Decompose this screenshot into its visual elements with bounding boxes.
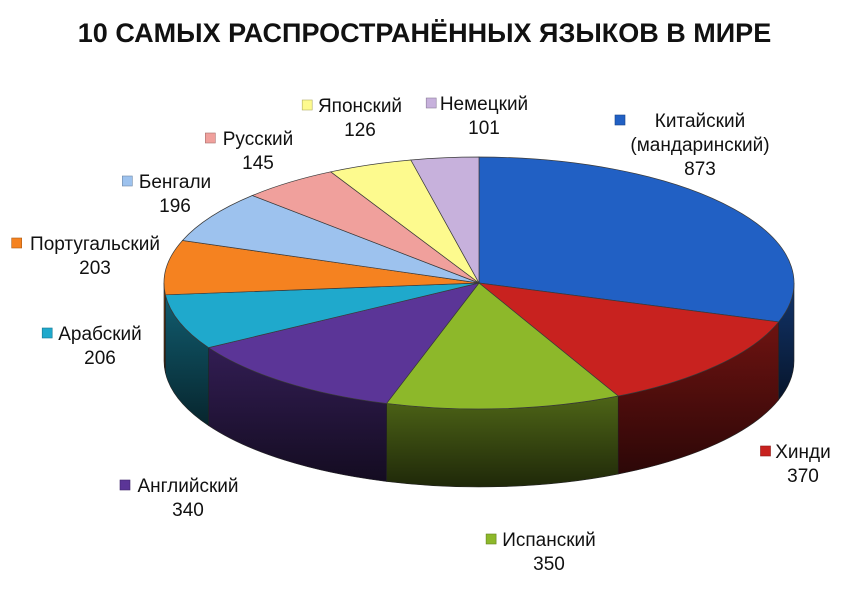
slice-value: 203: [79, 258, 111, 279]
pie-labels: Китайский (мандаринский) 873 Хинди 370 Испанс…: [11, 94, 831, 575]
legend-swatch: [614, 114, 626, 126]
slice-label-японский: Японский 126: [301, 96, 402, 141]
slice-label-португальский: Португальский 203: [11, 234, 160, 279]
legend-swatch: [425, 97, 437, 109]
slice-label-английский: Английский 340: [119, 476, 239, 521]
legend-swatch: [760, 445, 771, 457]
slice-label-бенгали: Бенгали 196: [122, 172, 211, 217]
slice-name: Бенгали: [139, 172, 211, 193]
legend-swatch: [301, 99, 313, 111]
slice-name: Китайский: [655, 111, 745, 132]
pie-slice-арабский: [164, 282, 480, 349]
pie-top: [163, 156, 795, 410]
slice-value: 340: [172, 500, 204, 521]
slice-value: 196: [159, 196, 191, 217]
slice-name: Английский: [137, 476, 238, 497]
legend-swatch: [41, 327, 53, 339]
slice-name: Португальский: [30, 234, 160, 255]
pie-slice-китайский: [478, 156, 795, 323]
slice-value: 370: [787, 466, 819, 487]
slice-name: Испанский: [502, 530, 596, 551]
pie-slice-английский: [207, 282, 480, 404]
chart-title: 10 САМЫХ РАСПРОСТРАНЁННЫХ ЯЗЫКОВ В МИРЕ: [77, 18, 772, 48]
pie-sides: [163, 282, 795, 488]
slice-name: Немецкий: [440, 94, 528, 115]
legend-swatch: [485, 533, 497, 545]
slice-label-арабский: Арабский 206: [41, 324, 142, 369]
legend-swatch: [205, 132, 216, 144]
slice-label-немецкий: Немецкий 101: [425, 94, 528, 139]
slice-label-хинди: Хинди 370: [760, 442, 831, 487]
slice-label-русский: Русский 145: [205, 129, 293, 174]
slice-name: (мандаринский): [630, 135, 769, 156]
legend-swatch: [122, 175, 133, 187]
slice-value: 145: [242, 153, 274, 174]
pie-slice-бенгали: [181, 195, 480, 284]
slice-label-китайский: Китайский (мандаринский) 873: [614, 111, 770, 180]
legend-swatch: [11, 237, 22, 249]
slice-value: 873: [684, 159, 716, 180]
slice-name: Арабский: [58, 324, 142, 345]
slice-label-испанский: Испанский 350: [485, 530, 596, 575]
slice-name: Русский: [223, 129, 294, 150]
slice-name: Японский: [318, 96, 402, 117]
slice-value: 126: [344, 120, 376, 141]
slice-value: 206: [84, 348, 116, 369]
slice-value: 350: [533, 554, 565, 575]
pie-slice-испанский: [385, 282, 620, 410]
slice-name: Хинди: [775, 442, 830, 463]
slice-value: 101: [468, 118, 500, 139]
pie-side-испанский: [386, 395, 619, 488]
pie-side-португальский: [163, 282, 166, 373]
legend-swatch: [119, 479, 131, 491]
pie-slice-немецкий: [410, 156, 480, 285]
pie-slice-португальский: [163, 240, 480, 296]
pie-slice-хинди: [477, 282, 780, 397]
